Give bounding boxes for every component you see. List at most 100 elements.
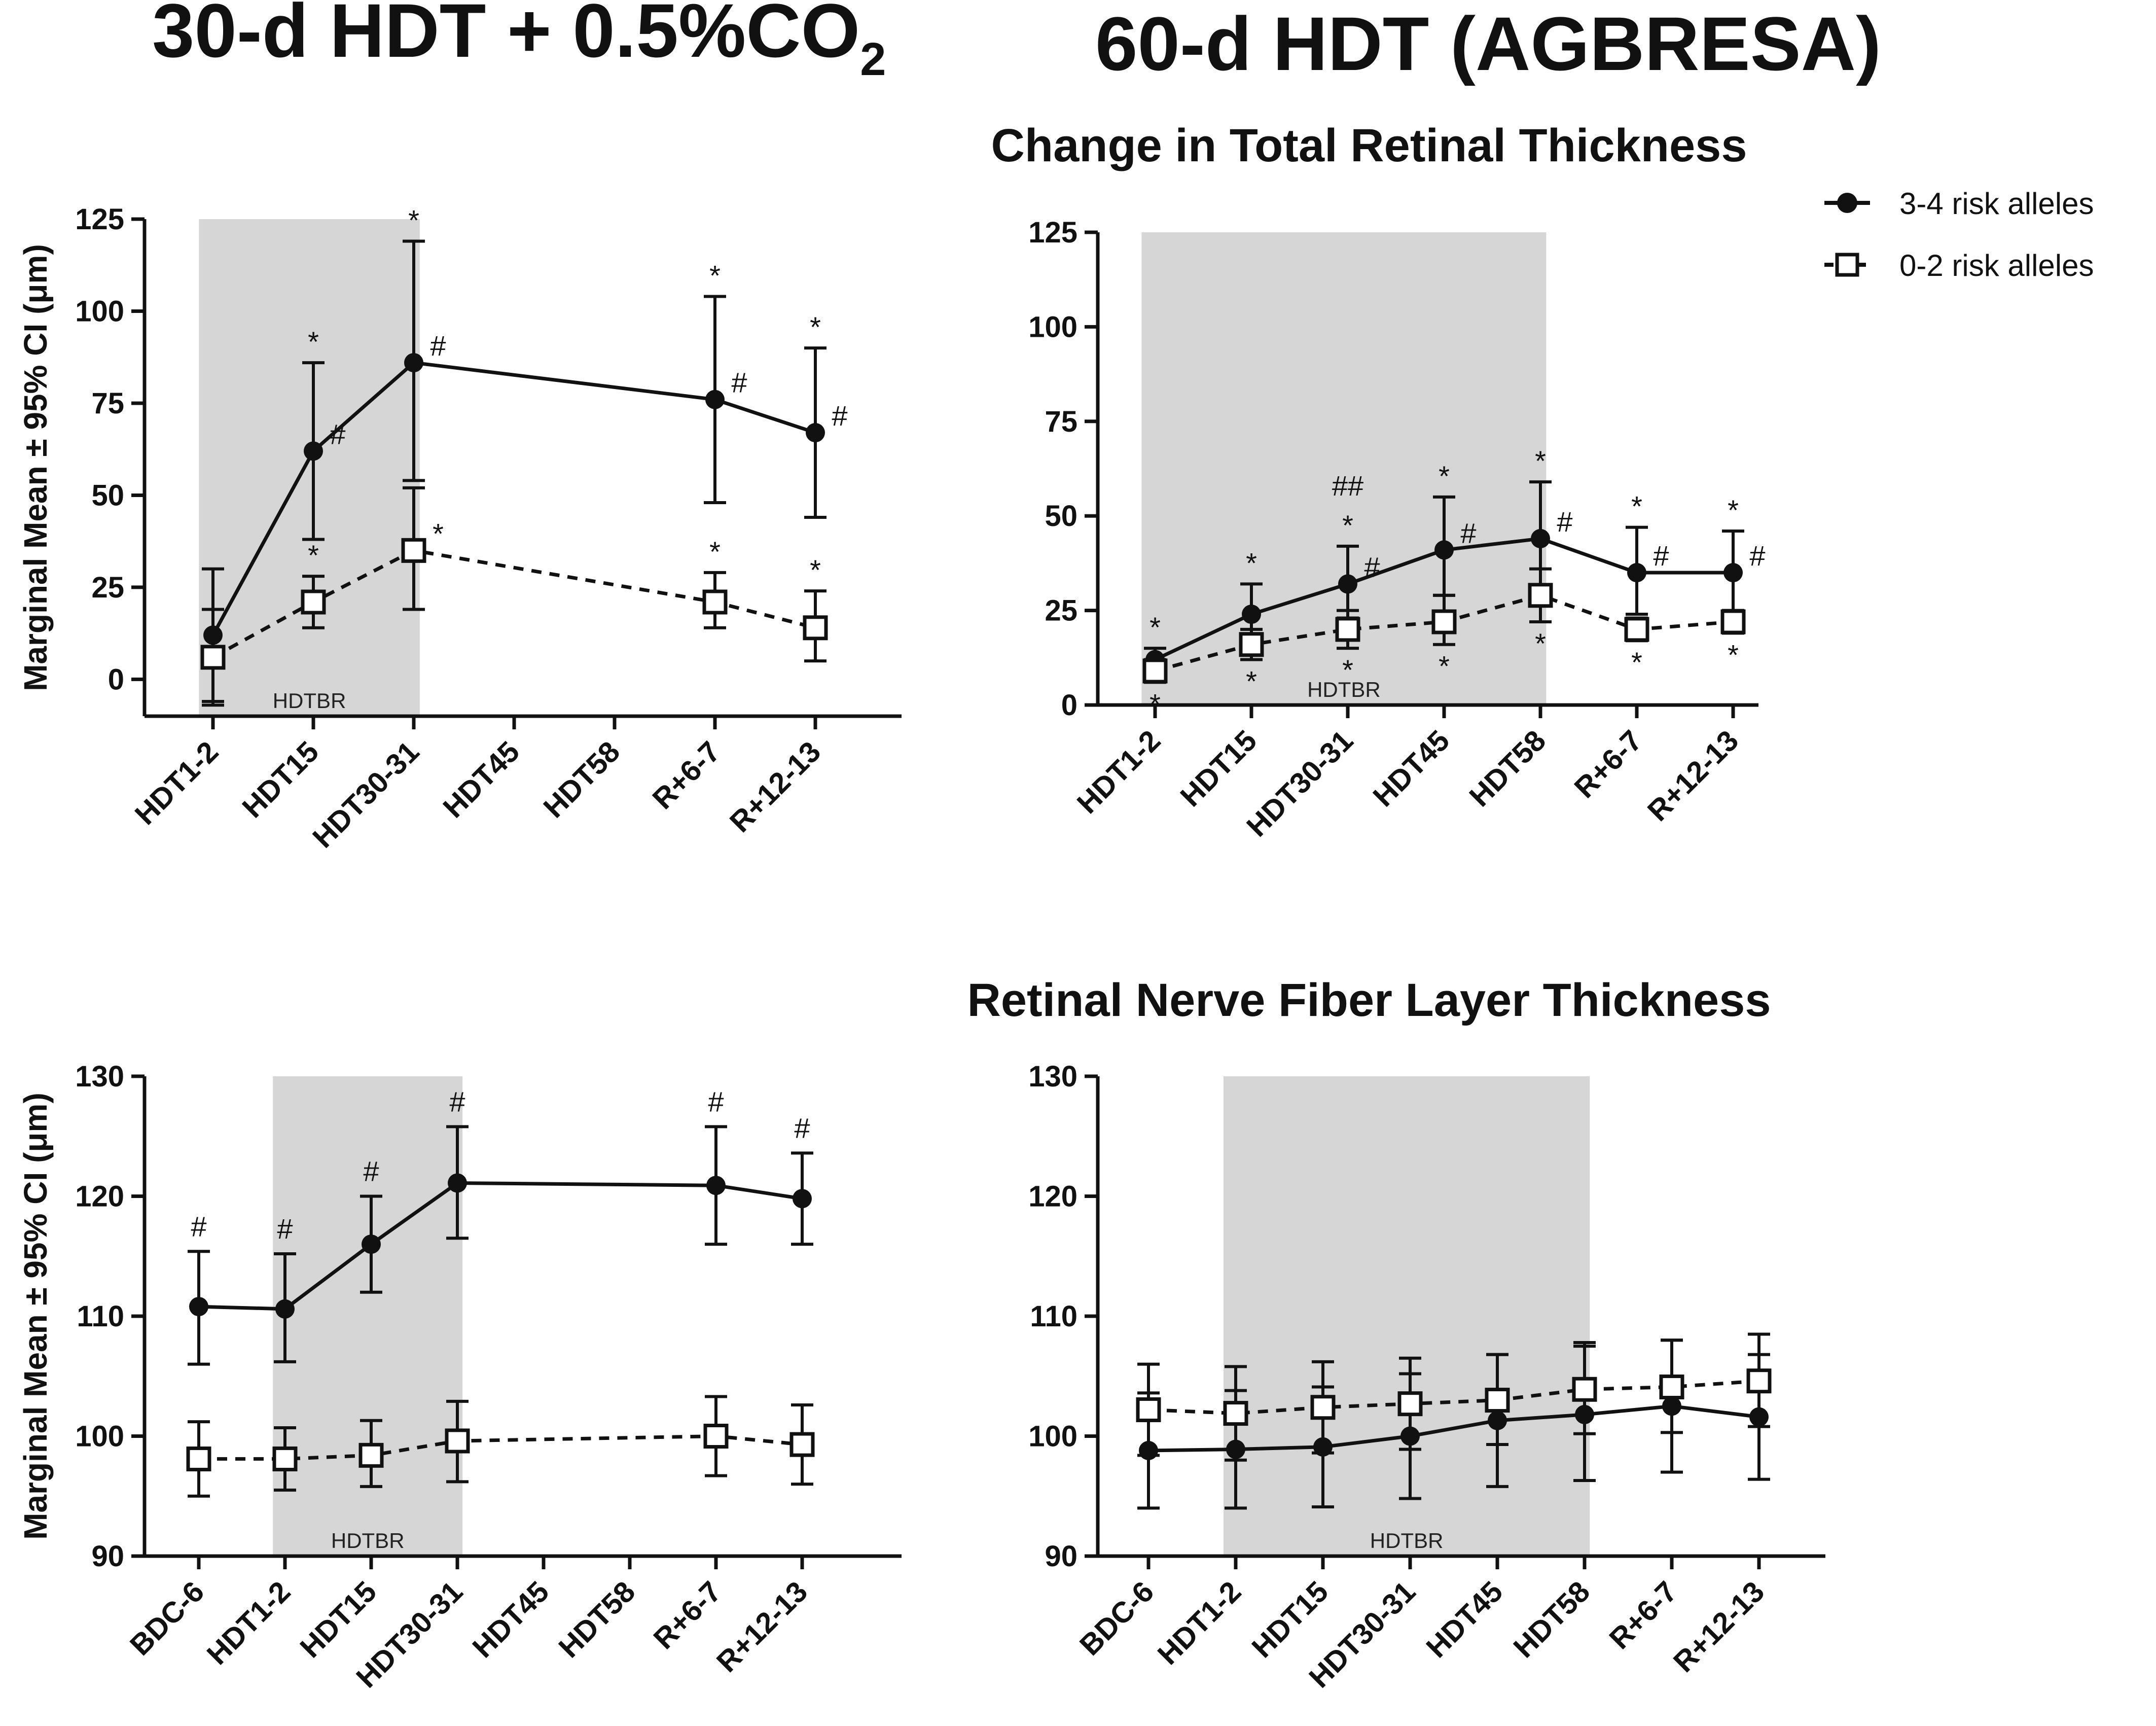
top-section-title: Change in Total Retinal Thickness — [991, 120, 1747, 171]
data-point-low — [1239, 632, 1264, 657]
data-point-high — [404, 353, 423, 373]
series-high-line — [1148, 1404, 1759, 1453]
series-high-line — [198, 1181, 803, 1311]
y-tick-label: 130 — [75, 1060, 124, 1093]
y-tick-label: 75 — [91, 387, 124, 420]
y-tick-label: 125 — [75, 203, 124, 236]
data-point-low — [1335, 617, 1360, 642]
significance-mark: * — [1439, 650, 1450, 682]
data-point-low — [186, 1446, 211, 1471]
data-point-low — [1223, 1401, 1248, 1426]
significance-mark: # — [430, 330, 446, 362]
significance-mark: * — [408, 204, 419, 236]
x-tick-label: HDT30-31 — [1240, 724, 1359, 843]
data-point-high — [706, 1176, 726, 1195]
significance-mark: # — [363, 1155, 379, 1187]
hdtbr-label: HDTBR — [273, 689, 346, 713]
x-tick-label: HDT30-31 — [306, 735, 425, 854]
significance-mark: * — [1728, 494, 1739, 526]
y-axis-label: Marginal Mean ± 95% CI (μm) — [17, 1093, 54, 1540]
y-tick-label: 0 — [108, 663, 124, 696]
x-tick-label: HDT45 — [437, 735, 526, 824]
significance-mark: * — [1728, 639, 1739, 671]
x-tick-label: HDT1-2 — [1071, 724, 1167, 820]
hdtbr-shade — [1223, 1076, 1590, 1556]
y-tick-label: 50 — [91, 479, 124, 512]
y-tick-label: 100 — [1028, 1420, 1077, 1453]
significance-mark: * — [1149, 688, 1161, 720]
data-point-low — [1397, 1391, 1423, 1417]
y-tick-label: 110 — [77, 1300, 124, 1333]
x-tick-label: HDT45 — [1420, 1575, 1509, 1664]
significance-mark: * — [1149, 611, 1161, 643]
x-tick-label: HDT58 — [552, 1575, 641, 1664]
y-tick-label: 90 — [1045, 1540, 1077, 1573]
significance-mark: # — [708, 1085, 724, 1117]
data-point-high — [705, 390, 725, 409]
hdtbr-shade — [273, 1076, 463, 1556]
x-tick-label: HDT15 — [1174, 724, 1263, 813]
significance-mark: # — [277, 1213, 293, 1245]
data-point-low — [1485, 1388, 1510, 1413]
y-tick-label: 120 — [75, 1180, 124, 1213]
significance-mark: # — [449, 1085, 465, 1117]
data-point-high — [275, 1299, 295, 1319]
x-tick-label: R+6-7 — [1568, 724, 1648, 804]
data-point-low — [1659, 1375, 1684, 1400]
data-point-low — [1572, 1377, 1597, 1402]
data-point-low — [1431, 609, 1457, 635]
data-point-high — [806, 423, 825, 443]
x-tick-label: HDT15 — [236, 735, 325, 824]
significance-mark: # — [1557, 506, 1572, 538]
significance-mark: * — [1246, 547, 1257, 579]
data-point-high — [448, 1173, 467, 1193]
x-tick-label: BDC-6 — [124, 1575, 210, 1662]
y-tick-label: 75 — [1045, 405, 1077, 438]
data-point-high — [1338, 574, 1357, 594]
significance-mark: * — [1631, 646, 1642, 678]
x-tick-label: HDT58 — [1463, 724, 1552, 813]
x-tick-label: R+12-13 — [724, 735, 827, 838]
data-point-low — [1624, 617, 1649, 642]
y-tick-label: 100 — [1028, 310, 1077, 343]
significance-mark: * — [1342, 654, 1353, 686]
significance-mark: # — [832, 400, 847, 432]
y-axis-label: Marginal Mean ± 95% CI (μm) — [17, 244, 54, 691]
hdtbr-label: HDTBR — [1370, 1529, 1444, 1553]
data-point-low — [401, 538, 426, 563]
significance-mark: * — [1535, 445, 1546, 477]
data-point-low — [1142, 658, 1168, 684]
significance-mark: # — [1364, 551, 1380, 583]
data-point-high — [362, 1235, 381, 1254]
data-point-low — [1310, 1395, 1336, 1420]
data-point-low — [789, 1432, 815, 1457]
y-tick-label: 130 — [1028, 1060, 1077, 1093]
significance-mark: # — [1749, 540, 1765, 572]
significance-mark: * — [1535, 627, 1546, 659]
data-point-low — [301, 589, 326, 615]
data-point-high — [1434, 540, 1454, 560]
x-tick-label: R+6-7 — [647, 1575, 728, 1655]
significance-mark: * — [810, 311, 821, 343]
significance-mark: * — [709, 259, 721, 291]
data-point-low — [1136, 1397, 1161, 1422]
significance-mark: * — [1631, 490, 1642, 522]
panel-rnfl-60d: HDTBR90100110120130BDC-6HDT1-2HDT15HDT30… — [1028, 1060, 1825, 1694]
legend-label-high: 3-4 risk alleles — [1899, 187, 2094, 221]
data-point-low — [1528, 583, 1553, 608]
x-tick-label: HDT1-2 — [201, 1575, 297, 1671]
data-point-low — [1720, 609, 1746, 635]
x-tick-label: HDT58 — [1507, 1575, 1596, 1664]
significance-mark: * — [1342, 509, 1353, 541]
x-tick-label: R+12-13 — [710, 1575, 814, 1678]
significance-mark: ## — [1332, 470, 1363, 502]
panel-rnfl-30d: HDTBR90100110120130BDC-6HDT1-2HDT15HDT30… — [17, 1060, 902, 1694]
bottom-section-title: Retinal Nerve Fiber Layer Thickness — [967, 974, 1771, 1026]
x-tick-label: BDC-6 — [1073, 1575, 1160, 1662]
data-point-low — [358, 1442, 384, 1468]
significance-mark: * — [1439, 460, 1450, 492]
significance-mark: * — [1246, 665, 1257, 697]
legend-label-low: 0-2 risk alleles — [1899, 249, 2094, 283]
data-point-low — [803, 615, 828, 641]
